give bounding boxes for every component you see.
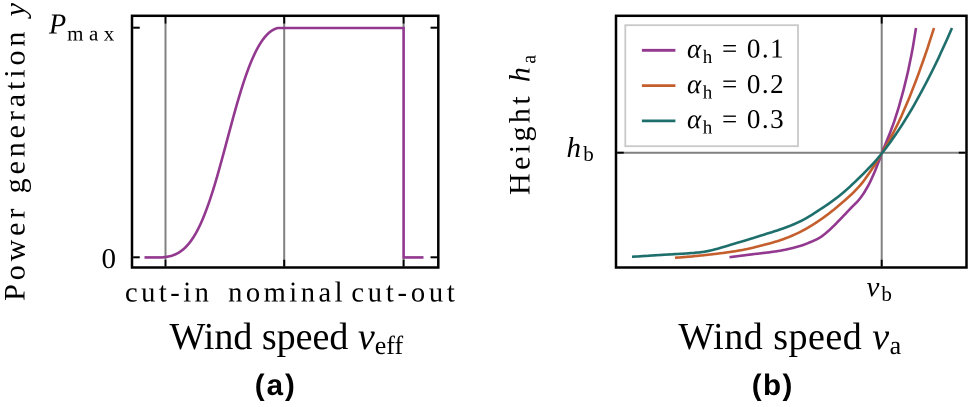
svg-text:Wind speed va: Wind speed va [678, 316, 901, 360]
svg-text:hb: hb [567, 132, 594, 166]
svg-text:cut-in: cut-in [125, 278, 212, 309]
svg-text:(b): (b) [752, 369, 794, 402]
svg-text:αh = 0.1: αh = 0.1 [687, 34, 785, 69]
svg-text:Wind speed veff: Wind speed veff [169, 316, 403, 360]
svg-text:Power generation y: Power generation y [0, 0, 32, 301]
svg-text:Pmax: Pmax [48, 10, 120, 46]
svg-text:αh = 0.3: αh = 0.3 [687, 104, 785, 139]
svg-text:Height ha: Height ha [504, 55, 541, 195]
svg-text:cut-out: cut-out [351, 278, 458, 309]
svg-text:0: 0 [102, 243, 117, 275]
svg-text:(a): (a) [255, 369, 297, 402]
svg-text:nominal: nominal [228, 278, 346, 309]
svg-text:αh = 0.2: αh = 0.2 [687, 69, 785, 104]
svg-text:vb: vb [867, 271, 892, 306]
